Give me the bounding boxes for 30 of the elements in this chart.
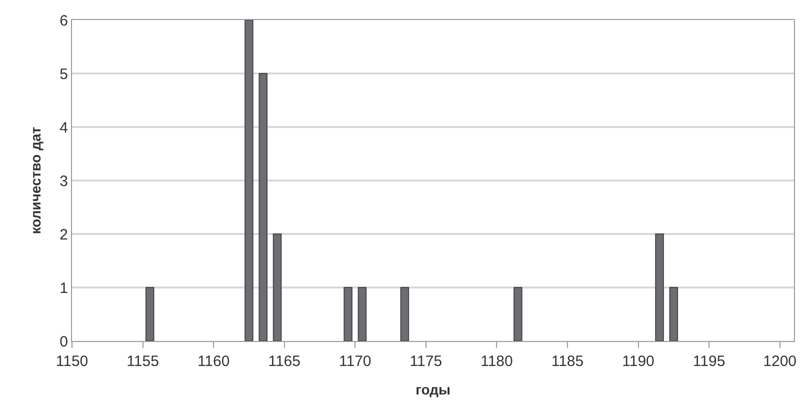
x-tick-label: 1170	[339, 353, 372, 370]
bar	[258, 73, 268, 341]
y-tick-label: 3	[60, 172, 68, 190]
bar	[655, 234, 664, 341]
y-tick-label: 5	[60, 66, 68, 83]
y-tick-label: 0	[60, 333, 68, 350]
bar	[514, 287, 522, 341]
x-tick-label: 1180	[480, 353, 513, 370]
bar	[669, 287, 678, 341]
bar	[400, 287, 410, 341]
x-tick-label: 1195	[692, 353, 726, 370]
y-tick-label: 6	[60, 12, 68, 30]
y-axis-title: количество дат	[27, 126, 44, 234]
bar	[145, 287, 154, 341]
x-tick-label: 1160	[197, 353, 230, 370]
bar	[272, 234, 282, 341]
bar	[358, 287, 367, 341]
bar	[244, 20, 254, 341]
x-tick-label: 1190	[622, 353, 654, 370]
y-tick-label: 1	[60, 280, 68, 297]
x-axis-title: годы	[416, 381, 450, 398]
x-tick-label: 1150	[56, 353, 88, 370]
y-tick-label: 2	[60, 226, 68, 244]
x-tick-label: 1185	[551, 353, 584, 370]
x-tick-label: 1200	[763, 353, 797, 370]
x-tick-label: 1165	[268, 353, 300, 370]
x-tick-label: 1175	[410, 353, 442, 370]
bar	[344, 287, 352, 341]
x-tick-label: 1155	[126, 353, 159, 370]
y-tick-label: 4	[60, 119, 68, 136]
